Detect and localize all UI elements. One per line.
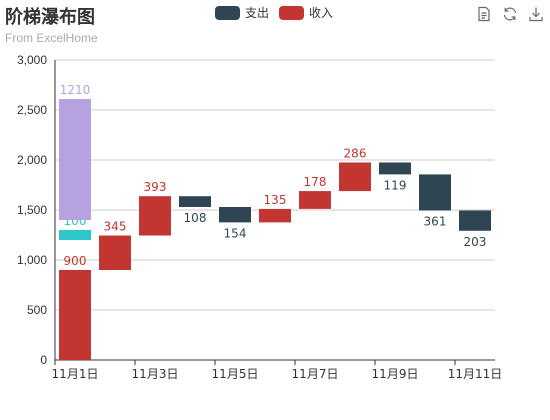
restore-icon[interactable] (502, 6, 518, 22)
bar-value-label: 203 (464, 235, 487, 249)
bar-expense[interactable] (179, 196, 211, 207)
legend-item-income[interactable]: 收入 (279, 4, 333, 21)
y-tick-label: 3,000 (17, 53, 47, 67)
y-tick-label: 500 (27, 303, 47, 317)
bar-expense[interactable] (419, 174, 451, 211)
save-image-icon[interactable] (528, 6, 544, 22)
bar-expense[interactable] (459, 210, 491, 231)
bar-income[interactable] (259, 208, 291, 223)
x-tick-label: 11月1日 (52, 367, 99, 381)
y-tick-label: 0 (40, 353, 47, 367)
legend-swatch-expense (215, 5, 240, 20)
bar-income[interactable] (299, 191, 331, 209)
bar-income[interactable] (139, 196, 171, 236)
bar-value-label: 393 (144, 180, 167, 194)
bar-income[interactable] (339, 162, 371, 192)
bar-expense[interactable] (379, 162, 411, 175)
y-tick-label: 2,000 (17, 153, 47, 167)
bar-value-label: 108 (184, 211, 207, 225)
x-tick-label: 11月11日 (448, 367, 503, 381)
chart-title: 阶梯瀑布图 (5, 7, 95, 28)
x-tick-label: 11月3日 (132, 367, 179, 381)
y-tick-label: 2,500 (17, 103, 47, 117)
legend: 支出 收入 (215, 4, 343, 21)
bar-income[interactable] (99, 235, 131, 271)
bar-value-label: 154 (224, 226, 247, 240)
bar-value-label: 135 (264, 193, 287, 207)
y-tick-label: 1,000 (17, 253, 47, 267)
data-view-icon[interactable] (476, 6, 492, 22)
bar-value-label: 345 (104, 220, 127, 234)
legend-label-expense: 支出 (245, 6, 270, 20)
x-tick-label: 11月9日 (372, 367, 419, 381)
y-tick-label: 1,500 (17, 203, 47, 217)
legend-label-income: 收入 (309, 6, 334, 20)
legend-swatch-income (279, 5, 305, 20)
bar-value-label: 361 (424, 215, 447, 229)
bar-value-label: 119 (384, 178, 407, 192)
toolbox (476, 6, 550, 22)
bar-value-label: 286 (344, 147, 367, 161)
bar-first-day-segment[interactable] (59, 270, 91, 360)
bar-value-label: 178 (304, 175, 327, 189)
bar-first-day-segment[interactable] (59, 99, 91, 220)
bar-first-day-segment[interactable] (59, 230, 91, 240)
x-tick-label: 11月7日 (292, 367, 339, 381)
chart-subtitle: From ExcelHome (5, 31, 98, 45)
bar-expense[interactable] (219, 207, 251, 223)
bar-value-label: 900 (64, 254, 87, 268)
bar-value-label: 1210 (60, 83, 91, 97)
x-tick-label: 11月5日 (212, 367, 259, 381)
legend-item-expense[interactable]: 支出 (215, 4, 269, 21)
